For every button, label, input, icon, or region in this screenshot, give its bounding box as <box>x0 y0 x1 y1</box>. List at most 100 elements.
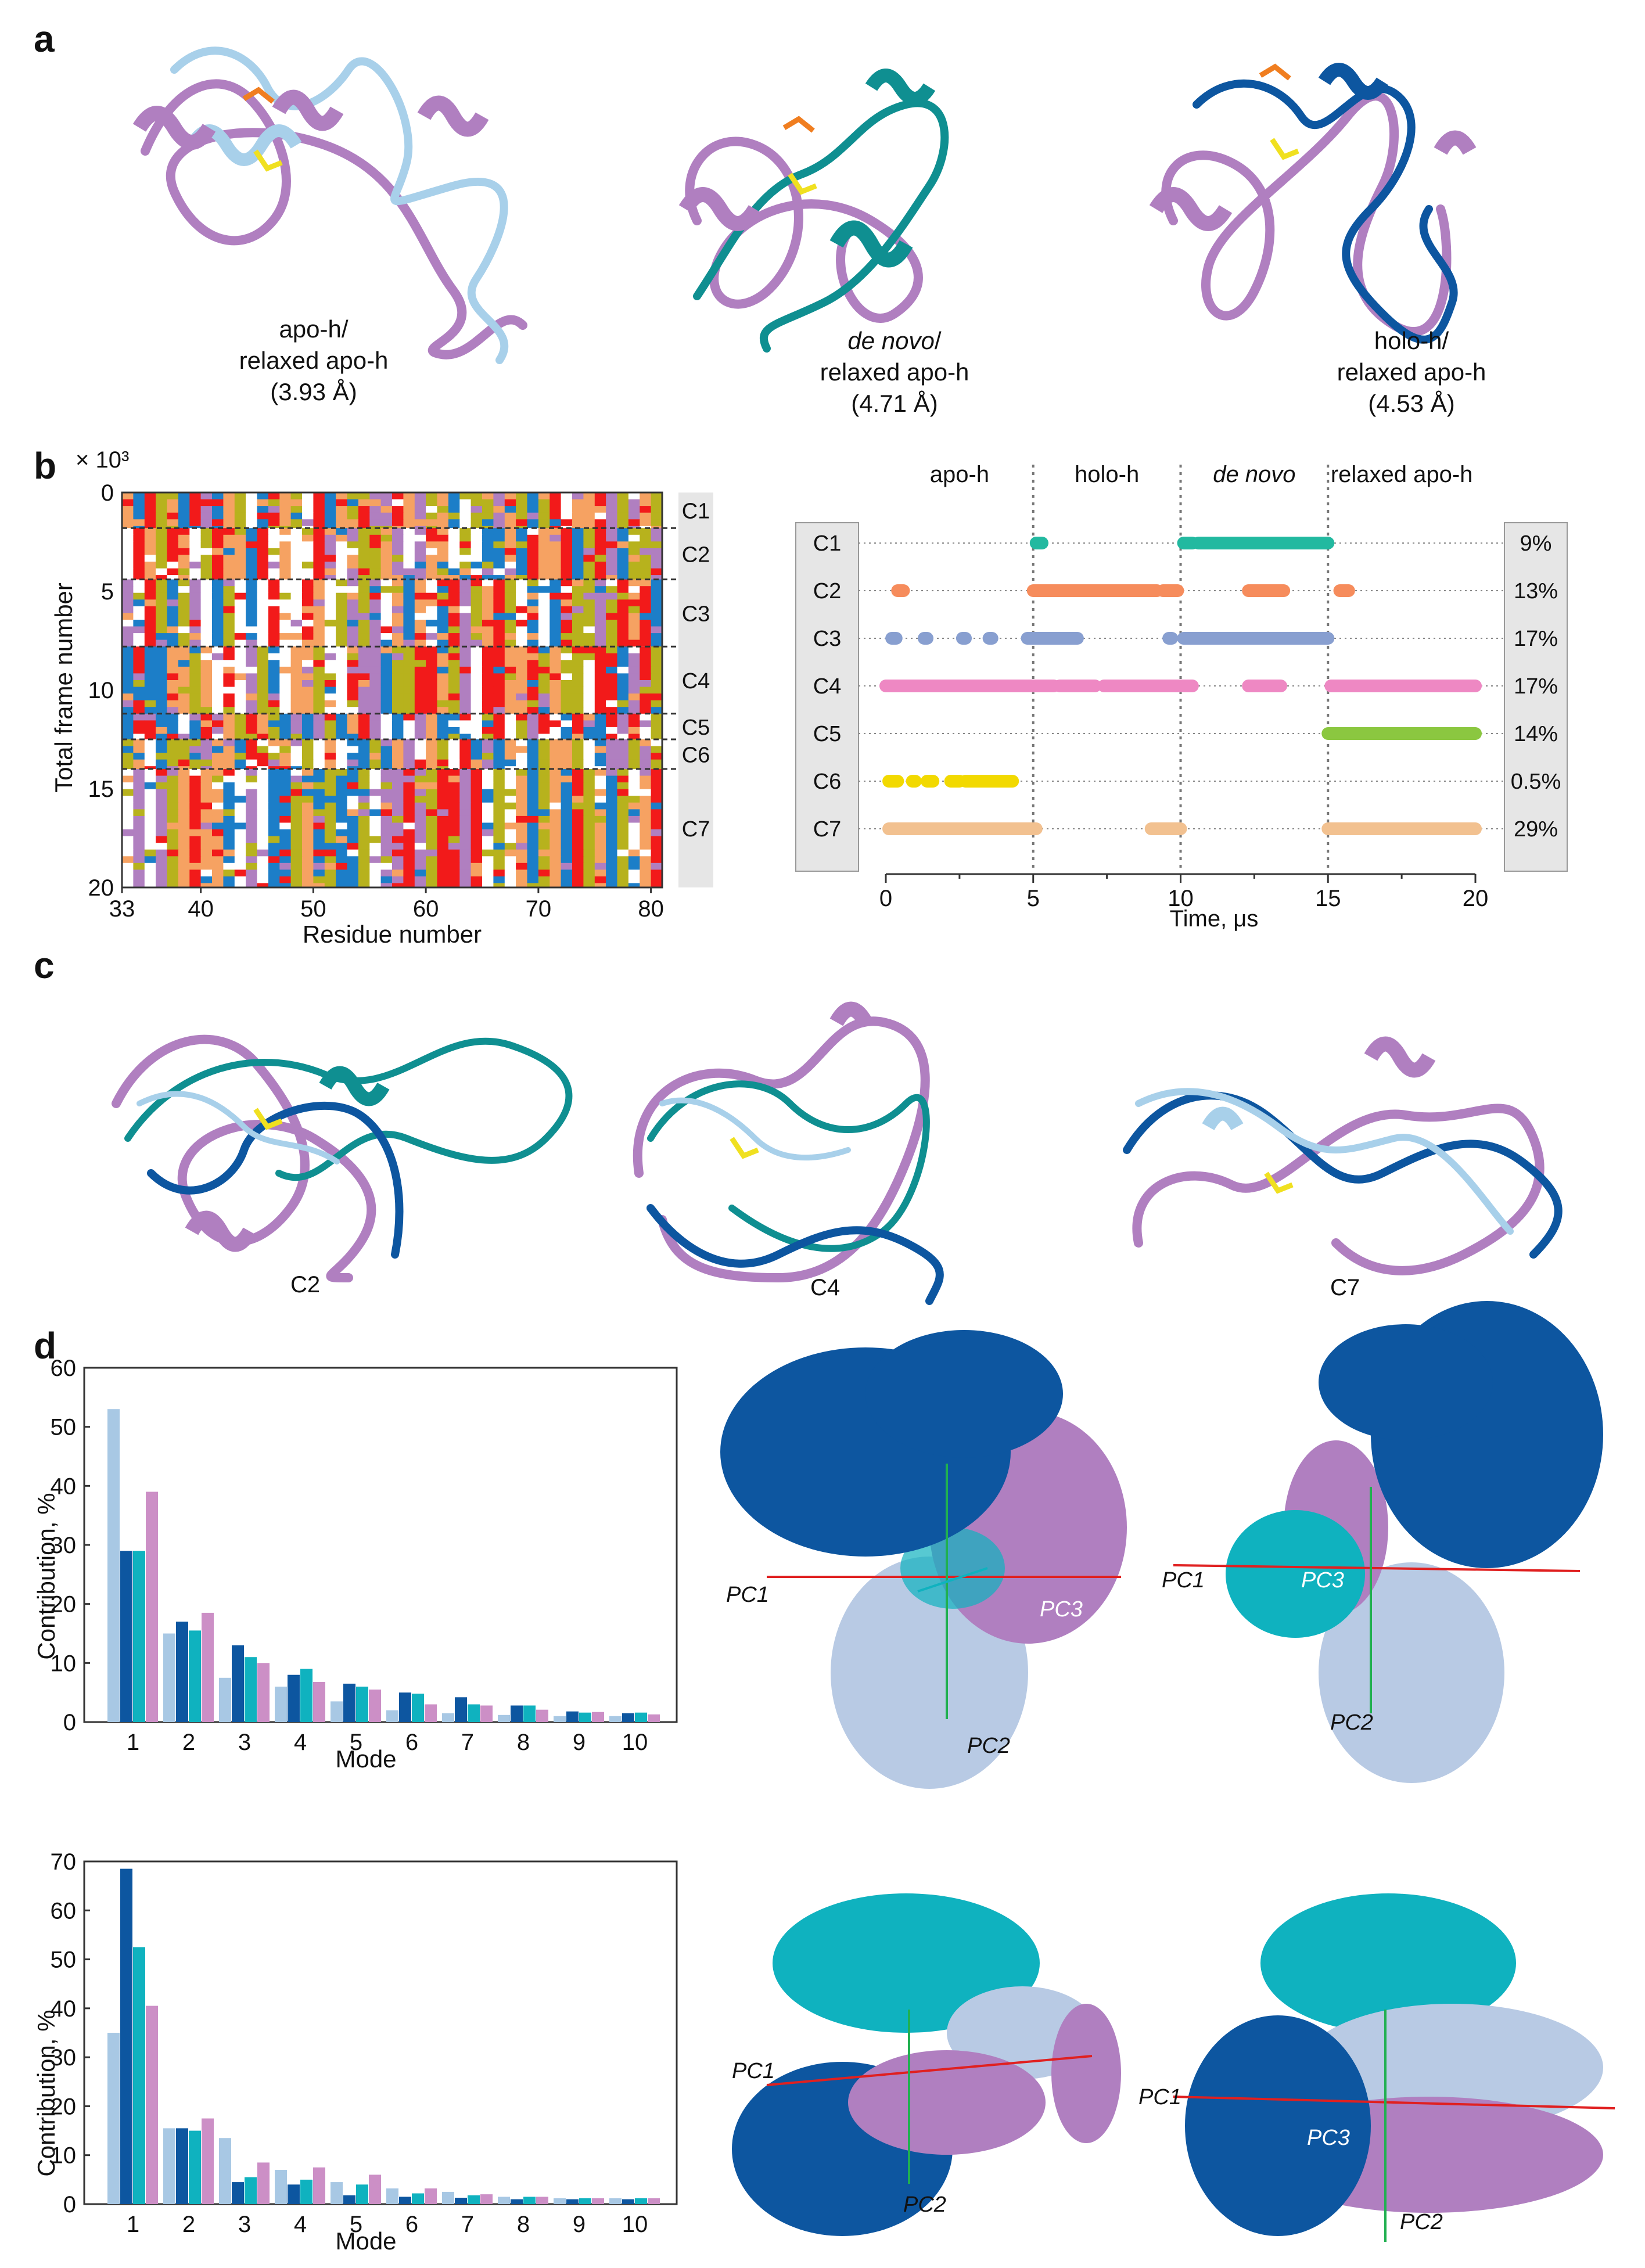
heatmap-cell <box>470 727 483 735</box>
heatmap-cell <box>470 512 483 520</box>
heatmap-cell <box>549 802 562 810</box>
heatmap-cell <box>144 769 156 777</box>
heatmap-cell <box>448 829 460 837</box>
heatmap-cell <box>628 693 640 701</box>
heatmap-cell <box>290 829 303 837</box>
heatmap-cell <box>493 528 505 535</box>
heatmap-cell <box>200 555 213 562</box>
heatmap-cell <box>414 541 426 549</box>
heatmap-cell <box>448 746 460 753</box>
timeline-row-percent: 14% <box>1514 722 1558 746</box>
heatmap-cell <box>336 592 348 600</box>
heatmap-cell <box>538 883 550 887</box>
heatmap-cell <box>200 849 213 857</box>
heatmap-cell <box>122 626 134 634</box>
heatmap-cell <box>178 713 190 721</box>
heatmap-cell <box>369 660 382 667</box>
timeline-row-name: C5 <box>813 722 842 746</box>
heatmap-cell <box>414 713 426 721</box>
heatmap-cell <box>347 862 359 870</box>
heatmap-cell <box>313 499 325 506</box>
heatmap-cell <box>279 856 292 864</box>
heatmap-cell <box>414 876 426 884</box>
heatmap-cell <box>561 599 573 607</box>
heatmap-cell <box>516 633 528 641</box>
heatmap-cell <box>246 519 258 527</box>
heatmap-cell <box>482 673 494 681</box>
heatmap-cell <box>561 746 573 753</box>
heatmap-cell <box>358 646 370 654</box>
heatmap-cell <box>380 753 393 760</box>
heatmap-cell <box>561 809 573 817</box>
heatmap-cell <box>482 568 494 576</box>
heatmap-cell <box>257 796 269 803</box>
heatmap-cell <box>606 534 618 542</box>
heatmap-cell <box>178 506 190 513</box>
heatmap-cell <box>167 856 179 864</box>
heatmap-cell <box>122 856 134 864</box>
heatmap-cell <box>178 746 190 753</box>
heatmap-cell <box>167 506 179 513</box>
heatmap-cell <box>594 493 606 500</box>
heatmap-cell <box>257 693 269 701</box>
heatmap-cell <box>516 592 528 600</box>
heatmap-cell <box>133 673 145 681</box>
heatmap-cell <box>369 836 382 843</box>
ribbon-relaxed-helix-3 <box>417 95 489 137</box>
heatmap-cell <box>527 782 539 790</box>
heatmap-cell <box>437 869 449 877</box>
heatmap-cell <box>470 528 483 535</box>
heatmap-cell <box>426 499 438 506</box>
x-tick-label: 20 <box>1463 886 1489 911</box>
heatmap-cell <box>572 809 584 817</box>
heatmap-cell <box>527 796 539 803</box>
heatmap-cell <box>583 613 595 620</box>
heatmap-cell <box>358 822 370 830</box>
heatmap-cell <box>459 759 472 767</box>
heatmap-cell <box>561 836 573 843</box>
heatmap-cell <box>437 727 449 735</box>
heatmap-cell <box>369 506 382 513</box>
heatmap-cell <box>380 499 393 506</box>
heatmap-cell <box>347 673 359 681</box>
heatmap-cell <box>358 686 370 694</box>
heatmap-cell <box>651 713 662 721</box>
heatmap-cell <box>651 534 662 542</box>
heatmap-cell <box>167 568 179 576</box>
heatmap-cell <box>493 739 505 747</box>
heatmap-cell <box>358 759 370 767</box>
heatmap-cell <box>380 782 393 790</box>
heatmap-cell <box>504 789 516 796</box>
heatmap-cell <box>302 548 314 556</box>
heatmap-cell <box>347 802 359 810</box>
heatmap-cell <box>122 493 134 500</box>
heatmap-cell <box>324 822 336 830</box>
heatmap-cell <box>156 562 168 569</box>
heatmap-cell <box>651 541 662 549</box>
heatmap-cell <box>290 753 303 760</box>
heatmap-cell <box>189 512 202 520</box>
heatmap-cell <box>414 555 426 562</box>
disulfide-bond-orange <box>782 116 815 133</box>
heatmap-cell <box>448 693 460 701</box>
heatmap-cell <box>470 499 483 506</box>
ribbon-holo-helix <box>1318 63 1389 100</box>
heatmap-cell <box>516 849 528 857</box>
x-tick-label: 10 <box>622 2212 648 2237</box>
heatmap-cell <box>459 782 472 790</box>
heatmap-cell <box>369 541 382 549</box>
heatmap-cell <box>583 653 595 660</box>
heatmap-cell <box>156 568 168 576</box>
heatmap-cell <box>156 769 168 777</box>
heatmap-cell <box>392 673 404 681</box>
heatmap-cell <box>347 512 359 520</box>
heatmap-cell <box>583 506 595 513</box>
heatmap-cell <box>156 633 168 641</box>
heatmap-cell <box>358 555 370 562</box>
heatmap-cell <box>144 815 156 824</box>
heatmap-cell <box>380 707 393 714</box>
heatmap-cell <box>324 829 336 837</box>
heatmap-cell <box>561 626 573 634</box>
heatmap-cell <box>437 796 449 803</box>
heatmap-cell <box>640 876 652 884</box>
